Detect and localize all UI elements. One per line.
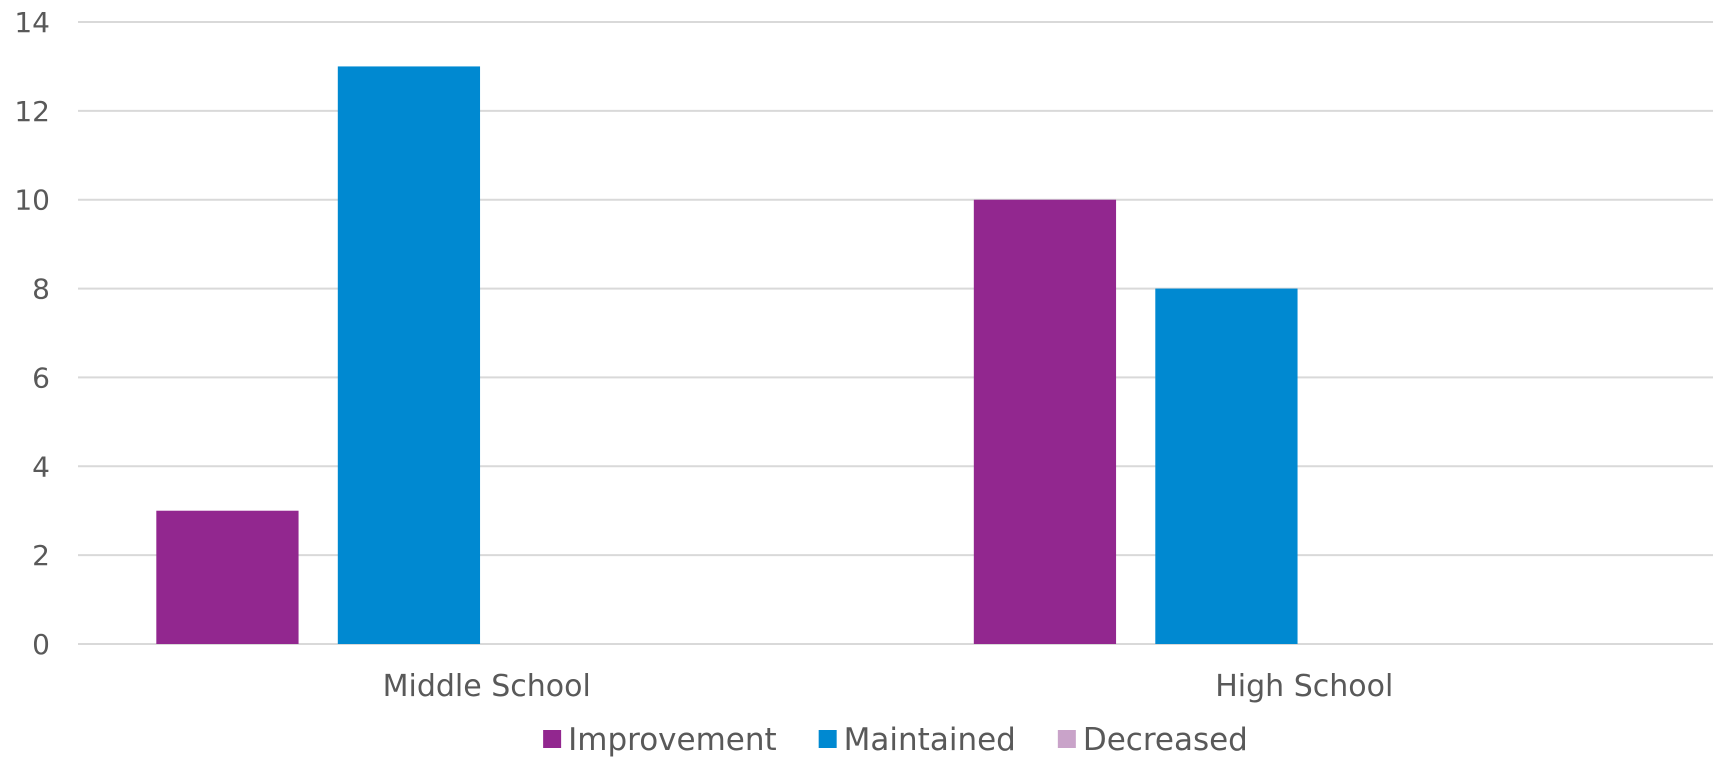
bars [156,66,1298,644]
y-tick-label: 8 [32,273,50,306]
legend-item-improvement: Improvement [543,722,777,758]
y-tick-label: 0 [32,628,50,661]
y-tick-label: 10 [14,184,50,217]
gridlines [78,21,1713,645]
legend-label: Improvement [568,722,777,758]
y-tick-label: 12 [14,95,50,128]
bar-maintained-middle-school [337,66,481,644]
legend-label: Decreased [1083,722,1248,758]
bar-maintained-high-school [1155,288,1298,644]
legend-item-maintained: Maintained [818,722,1016,758]
y-tick-label: 2 [32,539,50,572]
y-axis-tick-labels: 0 2 4 6 8 10 12 14 [14,6,50,661]
legend-item-decreased: Decreased [1057,722,1248,758]
legend-swatch [818,730,837,748]
x-category-label: Middle School [383,669,591,704]
x-category-label: High School [1215,669,1393,704]
legend: Improvement Maintained Decreased [543,722,1248,758]
y-tick-label: 6 [32,361,50,394]
legend-label: Maintained [844,722,1016,758]
y-tick-label: 4 [32,450,50,483]
y-tick-label: 14 [14,6,50,39]
legend-swatch [543,730,562,748]
bar-improvement-high-school [973,199,1117,644]
x-axis-category-labels: Middle School High School [383,669,1394,704]
legend-swatch [1057,730,1076,748]
bar-improvement-middle-school [156,510,299,644]
